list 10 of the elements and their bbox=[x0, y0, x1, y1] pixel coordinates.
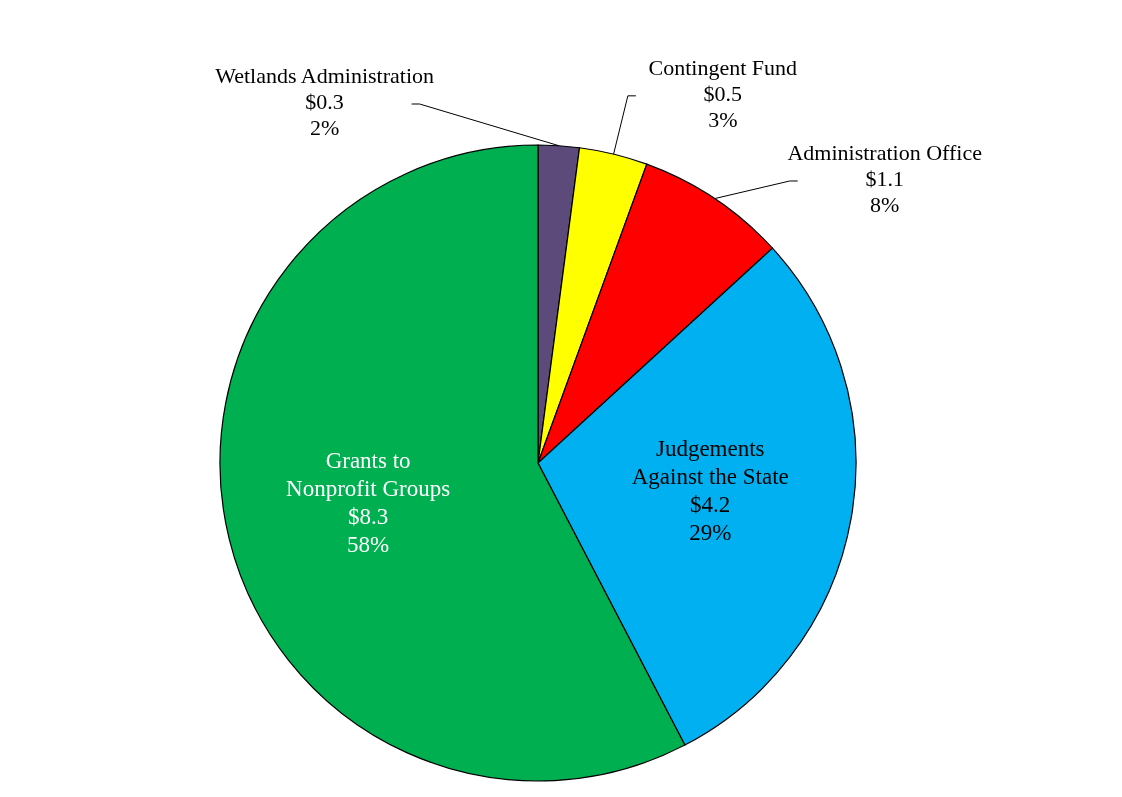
data-label: $1.1 8% bbox=[865, 166, 904, 218]
slice-label: Wetlands Administration bbox=[215, 63, 435, 89]
slice-label: Grants to Nonprofit Groups bbox=[286, 447, 451, 501]
data-label: $4.2 29% bbox=[689, 492, 732, 546]
slice-label: Judgements Against the State bbox=[631, 436, 789, 490]
slice-label: Administration Office bbox=[787, 140, 982, 166]
data-label: $8.3 58% bbox=[347, 503, 390, 557]
data-label: $0.3 2% bbox=[305, 89, 344, 141]
slice-label: Contingent Fund bbox=[648, 54, 798, 80]
data-label: $0.5 3% bbox=[703, 80, 743, 132]
